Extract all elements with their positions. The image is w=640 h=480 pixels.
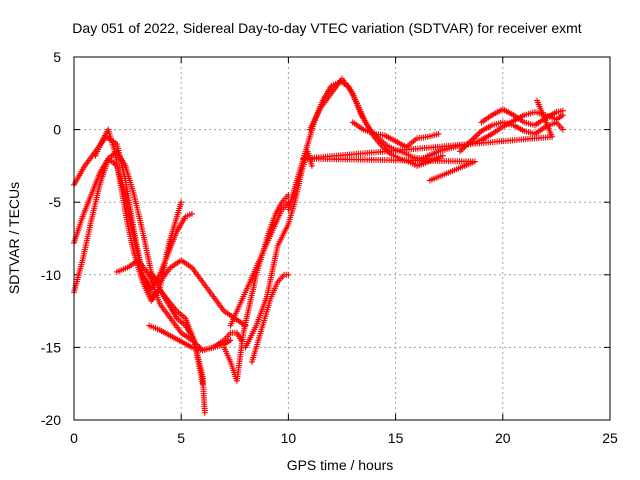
- y-tick-label: -10: [41, 267, 61, 283]
- series-18: [300, 97, 556, 184]
- x-tick-label: 10: [281, 430, 297, 446]
- y-tick-label: 0: [53, 122, 61, 138]
- data-point: [308, 162, 315, 169]
- x-tick-label: 20: [495, 430, 511, 446]
- data-point: [534, 97, 541, 104]
- data-points: [71, 75, 566, 416]
- series-11: [248, 271, 292, 365]
- data-point: [559, 107, 566, 114]
- data-point: [201, 409, 208, 416]
- series-7: [146, 322, 234, 354]
- y-tick-label: -5: [49, 194, 62, 210]
- y-tick-label: -20: [41, 412, 61, 428]
- data-point: [559, 126, 566, 133]
- x-tick-label: 15: [388, 430, 404, 446]
- y-tick-labels: 5 0 -5 -10 -15 -20: [41, 49, 61, 428]
- series-9: [227, 199, 292, 329]
- y-axis-label: SDTVAR / TECUs: [6, 182, 22, 294]
- data-point: [439, 152, 446, 159]
- x-axis-label: GPS time / hours: [287, 457, 394, 473]
- x-tick-label: 5: [177, 430, 185, 446]
- x-tick-label: 0: [70, 430, 78, 446]
- chart-title: Day 051 of 2022, Sidereal Day-to-day VTE…: [72, 20, 581, 36]
- series-10: [242, 148, 315, 351]
- series-5: [113, 257, 245, 354]
- data-point: [227, 337, 234, 344]
- x-tick-labels: 0 5 10 15 20 25: [70, 430, 618, 446]
- data-point: [285, 271, 292, 278]
- x-tick-label: 25: [602, 430, 618, 446]
- grid-lines: [74, 57, 610, 420]
- y-tick-label: -15: [41, 339, 61, 355]
- data-point: [178, 199, 185, 206]
- data-point: [435, 130, 442, 137]
- series-8: [221, 191, 292, 384]
- plot-frame: [73, 56, 611, 421]
- data-point: [188, 210, 195, 217]
- series-14: [349, 119, 442, 151]
- series-4: [92, 126, 185, 304]
- series-16: [456, 119, 566, 155]
- y-tick-label: 5: [53, 49, 61, 65]
